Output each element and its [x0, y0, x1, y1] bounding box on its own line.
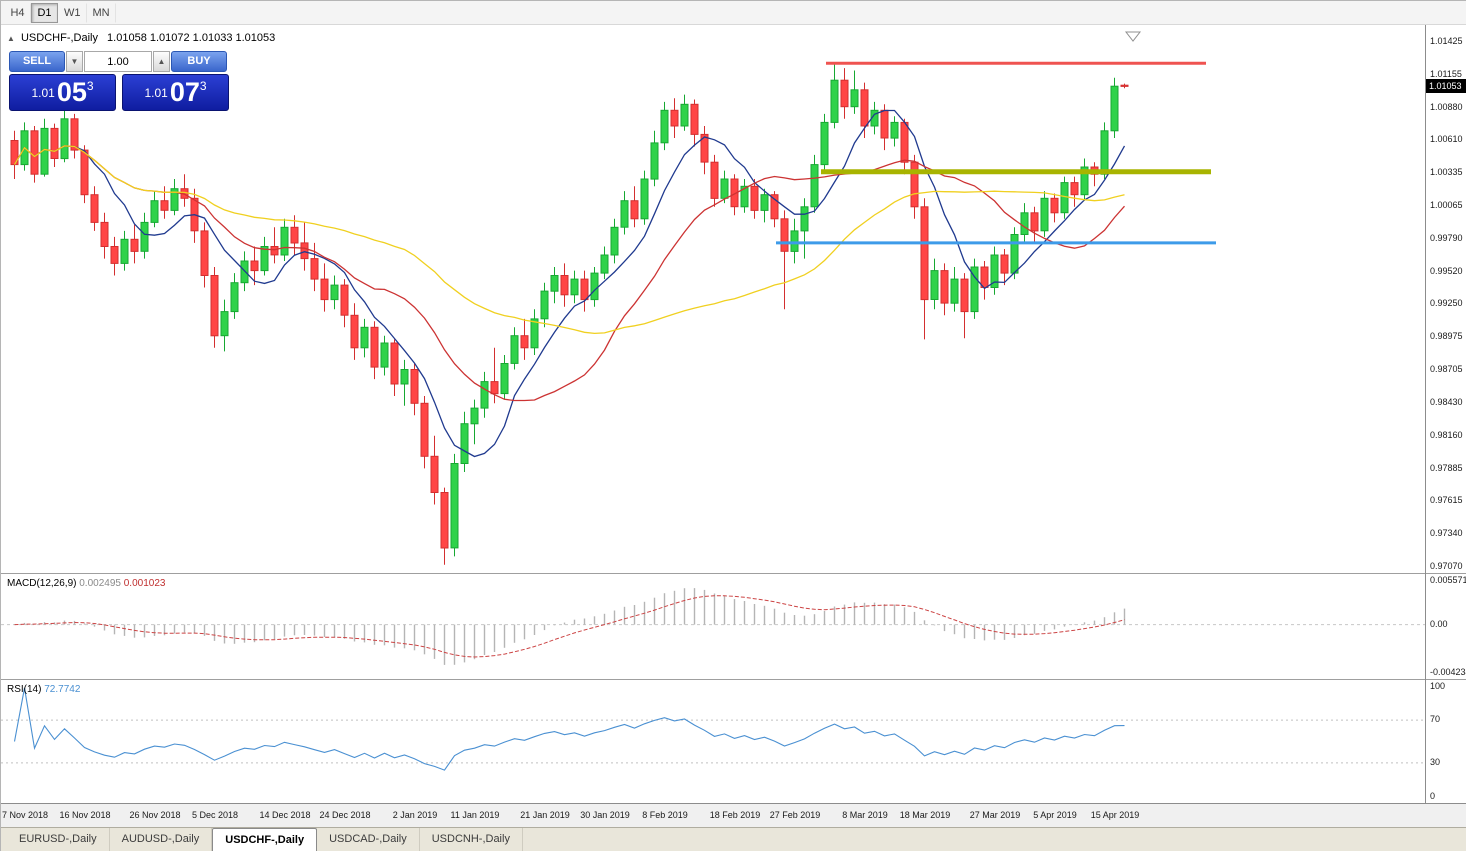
- price-axis[interactable]: 1.01053 1.01425 1.01155 1.00880 1.00610 1.00…: [1426, 25, 1466, 803]
- macd-name: MACD(12,26,9): [7, 578, 77, 589]
- indicator-axis-label: 30: [1430, 757, 1441, 767]
- price-axis-label: 1.01155: [1430, 69, 1462, 79]
- sell-button[interactable]: SELL: [9, 51, 65, 72]
- chart-tab-usdcnh[interactable]: USDCNH-,Daily: [420, 828, 523, 851]
- time-axis-label: 15 Apr 2019: [1090, 810, 1140, 820]
- collapse-marker-icon: ▲: [7, 34, 15, 43]
- price-axis-label: 0.97070: [1430, 561, 1463, 571]
- rsi-chart[interactable]: [1, 680, 1425, 803]
- time-axis-label: 24 Dec 2018: [319, 810, 371, 820]
- price-axis-label: 0.97615: [1430, 495, 1463, 505]
- volume-input[interactable]: [84, 51, 152, 72]
- timeframe-button-w1[interactable]: W1: [58, 2, 87, 23]
- time-axis-label: 5 Dec 2018: [191, 810, 239, 820]
- main-chart-panel[interactable]: ▲ USDCHF-,Daily 1.01058 1.01072 1.01033 …: [1, 25, 1425, 573]
- chart-shift-marker-icon: [1124, 31, 1142, 42]
- bid-price-prefix: 1.01: [31, 85, 55, 100]
- ask-price-display: 1.01 07 3: [122, 74, 229, 111]
- timeframe-button-mn[interactable]: MN: [87, 2, 116, 23]
- time-axis-label: 27 Feb 2019: [769, 810, 821, 820]
- indicator-axis-label: 0.005571: [1430, 575, 1466, 585]
- volume-decrease-button[interactable]: ▼: [66, 51, 83, 72]
- price-axis-label: 0.97340: [1430, 528, 1463, 538]
- time-axis-label: 30 Jan 2019: [580, 810, 630, 820]
- price-axis-label: 1.00880: [1430, 102, 1463, 112]
- time-axis-label: 18 Feb 2019: [709, 810, 761, 820]
- indicator-axis-label: -0.004234: [1430, 667, 1466, 677]
- bid-price-display: 1.01 05 3: [9, 74, 116, 111]
- timeframe-button-d1[interactable]: D1: [31, 2, 58, 23]
- timeframe-button-h4[interactable]: H4: [4, 2, 31, 23]
- time-axis-label: 5 Apr 2019: [1033, 810, 1077, 820]
- buy-button[interactable]: BUY: [171, 51, 227, 72]
- time-axis-label: 18 Mar 2019: [899, 810, 951, 820]
- time-axis-label: 16 Nov 2018: [59, 810, 111, 820]
- panel-separator: [1426, 573, 1466, 574]
- chart-tab-eurusd[interactable]: EURUSD-,Daily: [7, 828, 110, 851]
- macd-chart[interactable]: [1, 574, 1425, 679]
- price-axis-label: 0.99250: [1430, 298, 1463, 308]
- price-axis-label: 0.98705: [1430, 364, 1463, 374]
- rsi-value: 72.7742: [44, 684, 81, 695]
- bid-price-main: 05: [56, 77, 87, 107]
- panel-separator: [1426, 679, 1466, 680]
- price-axis-label: 1.00335: [1430, 167, 1463, 177]
- price-axis-label: 0.99520: [1430, 266, 1463, 276]
- chart-symbol-label: USDCHF-,Daily: [20, 32, 98, 44]
- chart-ohlc-values: 1.01058 1.01072 1.01033 1.01053: [107, 32, 276, 44]
- chart-title: ▲ USDCHF-,Daily 1.01058 1.01072 1.01033 …: [7, 32, 275, 44]
- chart-tab-usdchf[interactable]: USDCHF-,Daily: [212, 828, 318, 851]
- timeframe-toolbar: H4 D1 W1 MN: [1, 1, 1466, 25]
- time-axis-label: 8 Mar 2019: [842, 810, 888, 820]
- rsi-indicator-panel[interactable]: RSI(14) 72.7742: [1, 679, 1466, 803]
- ask-price-prefix: 1.01: [144, 85, 168, 100]
- time-axis-label: 2 Jan 2019: [392, 810, 438, 820]
- price-axis-label: 0.98430: [1430, 397, 1463, 407]
- time-axis-label: 27 Mar 2019: [969, 810, 1021, 820]
- time-axis-label: 14 Dec 2018: [259, 810, 311, 820]
- ask-price-pip: 3: [199, 79, 207, 93]
- rsi-label: RSI(14) 72.7742: [7, 684, 80, 695]
- price-axis-label: 0.98160: [1430, 430, 1463, 440]
- macd-indicator-panel[interactable]: MACD(12,26,9) 0.002495 0.001023: [1, 573, 1466, 679]
- price-axis-label: 0.98975: [1430, 331, 1463, 341]
- price-axis-label: 1.00610: [1430, 134, 1463, 144]
- time-axis-label: 11 Jan 2019: [450, 810, 500, 820]
- price-axis-label: 1.00065: [1430, 200, 1463, 210]
- chart-tab-audusd[interactable]: AUDUSD-,Daily: [110, 828, 213, 851]
- indicator-axis-label: 0: [1430, 791, 1436, 801]
- indicator-axis-label: 100: [1430, 681, 1446, 691]
- indicator-axis-label: 0.00: [1430, 619, 1448, 629]
- macd-main-value: 0.002495: [79, 578, 121, 589]
- time-axis-label: 8 Feb 2019: [642, 810, 688, 820]
- chart-tab-bar: EURUSD-,Daily AUDUSD-,Daily USDCHF-,Daily U…: [1, 827, 1466, 851]
- candlestick-chart[interactable]: [1, 25, 1425, 573]
- price-axis-label: 1.01425: [1430, 36, 1463, 46]
- bid-price-pip: 3: [86, 79, 94, 93]
- time-axis-label: 21 Jan 2019: [520, 810, 570, 820]
- current-price-badge: 1.01053: [1426, 79, 1466, 93]
- price-axis-label: 0.99790: [1430, 233, 1463, 243]
- macd-label: MACD(12,26,9) 0.002495 0.001023: [7, 578, 165, 589]
- indicator-axis-label: 70: [1430, 714, 1441, 724]
- macd-signal-value: 0.001023: [123, 578, 166, 589]
- price-axis-label: 0.97885: [1430, 463, 1463, 473]
- time-axis-label: 7 Nov 2018: [1, 810, 49, 820]
- time-axis[interactable]: 7 Nov 2018 16 Nov 2018 26 Nov 2018 5 Dec 20…: [1, 803, 1466, 827]
- axis-separator: [1425, 25, 1426, 803]
- rsi-name: RSI(14): [7, 684, 42, 695]
- ask-price-main: 07: [169, 77, 200, 107]
- volume-increase-button[interactable]: ▲: [153, 51, 170, 72]
- time-axis-label: 26 Nov 2018: [129, 810, 181, 820]
- chart-tab-usdcad[interactable]: USDCAD-,Daily: [317, 828, 420, 851]
